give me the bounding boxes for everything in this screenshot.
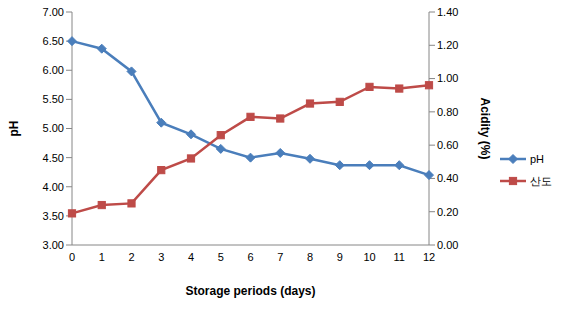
svg-text:3.50: 3.50 [43, 210, 64, 222]
svg-text:4: 4 [188, 251, 194, 263]
svg-text:11: 11 [394, 251, 405, 263]
svg-text:0: 0 [69, 251, 75, 263]
svg-text:4.00: 4.00 [43, 181, 64, 193]
svg-text:7.00: 7.00 [43, 6, 64, 18]
svg-text:6.50: 6.50 [43, 35, 64, 47]
svg-text:0.60: 0.60 [437, 139, 458, 151]
svg-text:9: 9 [337, 251, 343, 263]
svg-text:0.40: 0.40 [437, 172, 458, 184]
svg-text:2: 2 [128, 251, 134, 263]
svg-text:5: 5 [218, 251, 224, 263]
html-text:pH: pH [530, 153, 545, 165]
svg-text:5.50: 5.50 [43, 93, 64, 105]
svg-text:10: 10 [363, 251, 375, 263]
svg-text:4.50: 4.50 [43, 152, 64, 164]
svg-text:3: 3 [158, 251, 164, 263]
svg-text:0.00: 0.00 [437, 239, 458, 251]
svg-text:Storage periods (days): Storage periods (days) [185, 284, 315, 298]
svg-text:Acidity (%): Acidity (%) [478, 97, 492, 159]
svg-text:5.00: 5.00 [43, 122, 64, 134]
svg-text:pH: pH [8, 121, 21, 137]
svg-text:6.00: 6.00 [43, 64, 64, 76]
svg-text:1.40: 1.40 [437, 6, 458, 18]
svg-text:7: 7 [277, 251, 283, 263]
svg-text:0.80: 0.80 [437, 106, 458, 118]
svg-text:1: 1 [99, 251, 105, 263]
svg-text:12: 12 [423, 251, 435, 263]
svg-text:3.00: 3.00 [43, 239, 64, 251]
svg-text:1.00: 1.00 [437, 72, 458, 84]
svg-text:0.20: 0.20 [437, 206, 458, 218]
html-text:산도: 산도 [530, 174, 552, 187]
svg-text:8: 8 [307, 251, 313, 263]
svg-text:6: 6 [247, 251, 253, 263]
svg-text:1.20: 1.20 [437, 39, 458, 51]
